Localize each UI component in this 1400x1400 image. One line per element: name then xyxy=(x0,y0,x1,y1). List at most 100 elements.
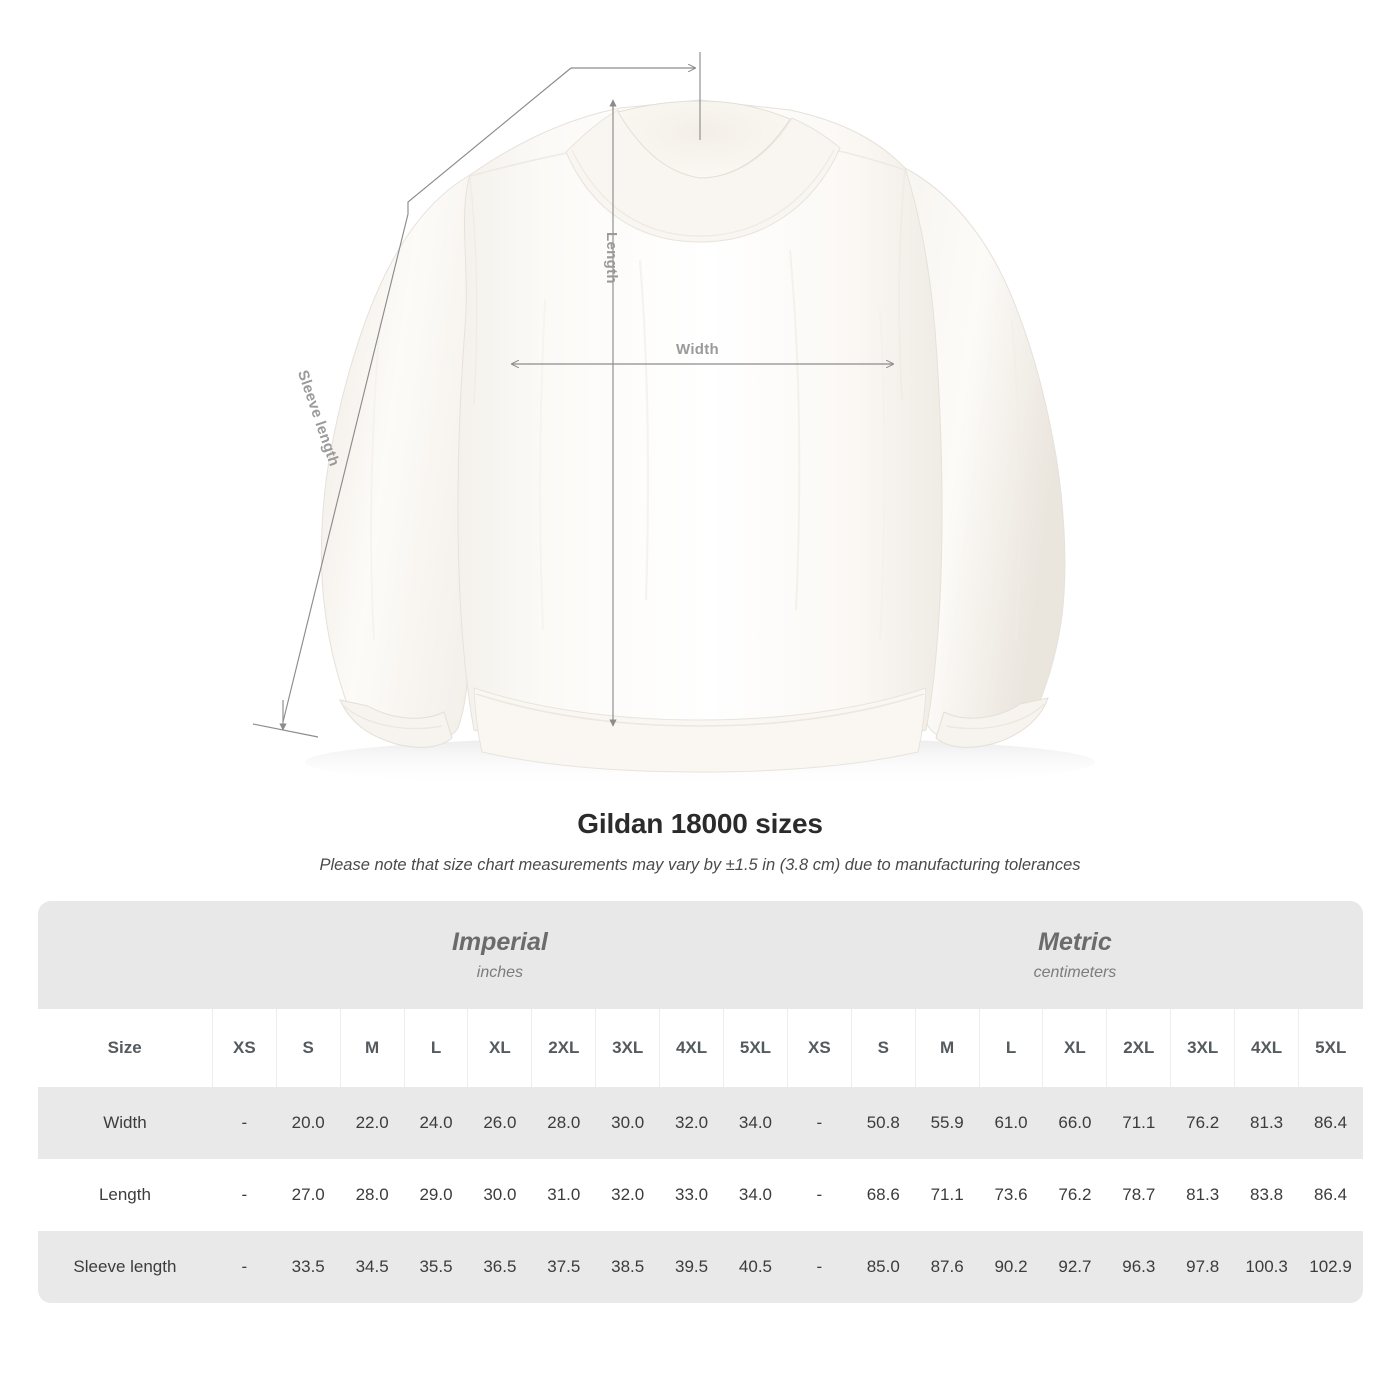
cell-length-imperial-4xl: 33.0 xyxy=(659,1159,724,1231)
cell-sleeve-length-imperial-xl: 36.5 xyxy=(467,1231,532,1303)
cell-length-imperial-5xl: 34.0 xyxy=(723,1159,788,1231)
cell-length-imperial-xl: 30.0 xyxy=(467,1159,532,1231)
unit-sub-imperial: inches xyxy=(476,963,524,981)
size-header-imperial-xs: XS xyxy=(211,1009,277,1087)
cell-width-metric-xs: - xyxy=(787,1087,852,1159)
cell-width-imperial-m: 22.0 xyxy=(340,1087,405,1159)
cell-width-metric-3xl: 76.2 xyxy=(1170,1087,1235,1159)
table-row: Length -27.0 28.0 29.0 30.0 31.0 32.0 33.0 34.0-… xyxy=(37,1159,1363,1231)
size-header-metric-4xl: 4XL xyxy=(1234,1009,1299,1087)
size-header-cell: Size xyxy=(37,1009,213,1087)
width-measurement-label: Width xyxy=(676,341,720,358)
page-title: Gildan 18000 sizes xyxy=(577,808,823,839)
unit-name-metric: Metric xyxy=(1038,928,1112,957)
cell-sleeve-length-imperial-3xl: 38.5 xyxy=(595,1231,660,1303)
cell-length-metric-s: 68.6 xyxy=(851,1159,916,1231)
cell-sleeve-length-metric-4xl: 100.3 xyxy=(1234,1231,1299,1303)
cell-width-imperial-3xl: 30.0 xyxy=(595,1087,660,1159)
sleeve-length-bottom-tick xyxy=(252,723,319,738)
cell-sleeve-length-imperial-4xl: 39.5 xyxy=(659,1231,724,1303)
tolerance-note: Please note that size chart measurements… xyxy=(319,856,1081,874)
size-header-metric-l: L xyxy=(978,1009,1043,1087)
cell-length-imperial-3xl: 32.0 xyxy=(595,1159,660,1231)
cell-sleeve-length-metric-l: 90.2 xyxy=(979,1231,1043,1303)
table-row: Sleeve length -33.5 34.5 35.5 36.5 37.5 38.5 39… xyxy=(37,1231,1363,1303)
cell-sleeve-length-metric-xl: 92.7 xyxy=(1042,1231,1107,1303)
size-chart-table: Imperial inches Metric centimeters Size … xyxy=(37,901,1363,1303)
size-header-imperial-5xl: 5XL xyxy=(723,1009,788,1087)
size-header-metric-5xl: 5XL xyxy=(1298,1009,1363,1087)
size-header-imperial-m: M xyxy=(339,1009,405,1087)
size-header-metric-xs: XS xyxy=(786,1009,852,1087)
cell-sleeve-length-imperial-m: 34.5 xyxy=(340,1231,405,1303)
size-header-imperial-3xl: 3XL xyxy=(595,1009,660,1087)
cell-sleeve-length-imperial-2xl: 37.5 xyxy=(531,1231,596,1303)
cell-sleeve-length-imperial-xs: - xyxy=(212,1231,277,1303)
cell-length-metric-m: 71.1 xyxy=(915,1159,980,1231)
size-header-imperial-l: L xyxy=(403,1009,468,1087)
size-header-imperial-s: S xyxy=(275,1009,341,1087)
cell-sleeve-length-imperial-s: 33.5 xyxy=(276,1231,341,1303)
cell-length-metric-xs: - xyxy=(787,1159,852,1231)
cell-length-metric-xl: 76.2 xyxy=(1042,1159,1107,1231)
cell-width-metric-5xl: 86.4 xyxy=(1298,1087,1363,1159)
cell-width-imperial-l: 24.0 xyxy=(404,1087,468,1159)
cell-length-metric-2xl: 78.7 xyxy=(1106,1159,1171,1231)
dimension-overlay xyxy=(252,52,893,738)
size-header-imperial-xl: XL xyxy=(467,1009,532,1087)
cell-length-metric-l: 73.6 xyxy=(979,1159,1043,1231)
cell-sleeve-length-imperial-l: 35.5 xyxy=(404,1231,468,1303)
unit-banner-row: Imperial inches Metric centimeters xyxy=(37,901,1363,1009)
size-chart-container: Imperial inches Metric centimeters Size … xyxy=(37,901,1363,1303)
cell-width-metric-4xl: 81.3 xyxy=(1234,1087,1299,1159)
row-label-length: Length xyxy=(37,1159,213,1231)
row-label-width: Width xyxy=(37,1087,213,1159)
unit-banner-metric: Metric centimeters xyxy=(787,901,1363,1009)
cell-length-metric-5xl: 86.4 xyxy=(1298,1159,1363,1231)
table-row: Width -20.0 22.0 24.0 26.0 28.0 30.0 32.0 34.0-5… xyxy=(37,1087,1363,1159)
cell-width-imperial-s: 20.0 xyxy=(276,1087,341,1159)
cell-length-imperial-2xl: 31.0 xyxy=(531,1159,596,1231)
sweatshirt-diagram xyxy=(252,52,1095,788)
cell-length-imperial-l: 29.0 xyxy=(404,1159,468,1231)
size-header-metric-3xl: 3XL xyxy=(1170,1009,1235,1087)
length-measurement-label: Length xyxy=(603,232,620,284)
cell-width-metric-l: 61.0 xyxy=(979,1087,1043,1159)
cell-width-metric-xl: 66.0 xyxy=(1042,1087,1107,1159)
size-header-imperial-2xl: 2XL xyxy=(531,1009,596,1087)
cell-width-imperial-4xl: 32.0 xyxy=(659,1087,724,1159)
cell-sleeve-length-metric-xs: - xyxy=(787,1231,852,1303)
size-header-metric-m: M xyxy=(914,1009,980,1087)
size-header-metric-xl: XL xyxy=(1042,1009,1107,1087)
cell-width-metric-2xl: 71.1 xyxy=(1106,1087,1171,1159)
cell-width-imperial-5xl: 34.0 xyxy=(723,1087,788,1159)
cell-length-imperial-xs: - xyxy=(212,1159,277,1231)
unit-name-imperial: Imperial xyxy=(451,928,548,957)
cell-width-imperial-xl: 26.0 xyxy=(467,1087,532,1159)
size-header-metric-s: S xyxy=(850,1009,916,1087)
sleeve-length-line xyxy=(282,67,572,723)
row-label-sleeve-length: Sleeve length xyxy=(37,1231,213,1303)
cell-sleeve-length-imperial-5xl: 40.5 xyxy=(723,1231,788,1303)
cell-width-metric-s: 50.8 xyxy=(851,1087,916,1159)
cell-length-metric-3xl: 81.3 xyxy=(1170,1159,1235,1231)
size-header-imperial-4xl: 4XL xyxy=(659,1009,724,1087)
garment-illustration: Length Width Sleeve length xyxy=(252,52,1095,788)
cell-sleeve-length-metric-m: 87.6 xyxy=(915,1231,980,1303)
cell-length-imperial-m: 28.0 xyxy=(340,1159,405,1231)
cell-length-imperial-s: 27.0 xyxy=(276,1159,341,1231)
cell-sleeve-length-metric-2xl: 96.3 xyxy=(1106,1231,1171,1303)
cell-width-metric-m: 55.9 xyxy=(915,1087,980,1159)
unit-banner-imperial: Imperial inches xyxy=(212,901,788,1009)
cell-length-metric-4xl: 83.8 xyxy=(1234,1159,1299,1231)
cell-sleeve-length-metric-3xl: 97.8 xyxy=(1170,1231,1235,1303)
unit-banner-spacer xyxy=(37,901,213,1009)
cell-sleeve-length-metric-5xl: 102.9 xyxy=(1298,1231,1363,1303)
unit-sub-metric: centimeters xyxy=(1033,963,1117,981)
title-block: Gildan 18000 sizes Please note that size… xyxy=(0,800,1400,875)
size-header-row: Size XS S M L XL 2XL 3XL 4XL 5XL XS S M L XL 2XL 3XL 4XL… xyxy=(37,1009,1363,1087)
cell-sleeve-length-metric-s: 85.0 xyxy=(851,1231,916,1303)
cell-width-imperial-xs: - xyxy=(212,1087,277,1159)
size-header-metric-2xl: 2XL xyxy=(1106,1009,1171,1087)
cell-width-imperial-2xl: 28.0 xyxy=(531,1087,596,1159)
